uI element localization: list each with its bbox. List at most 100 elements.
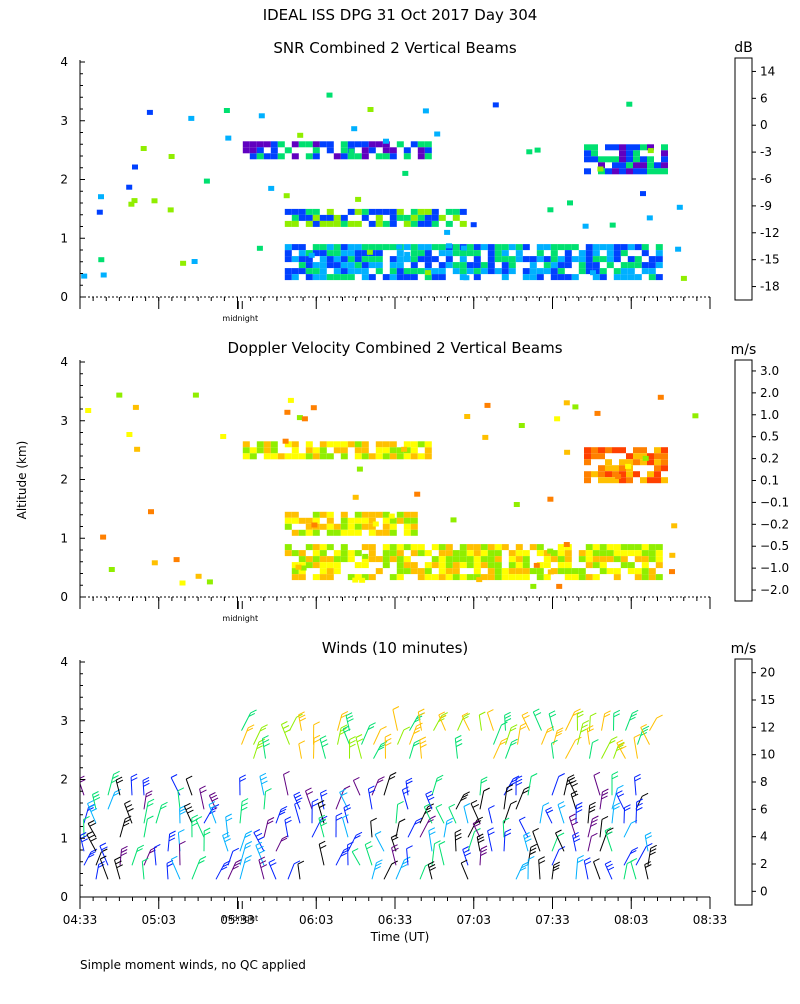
wind-barb <box>312 799 318 823</box>
heatmap-cell <box>390 147 397 153</box>
heatmap-cell <box>642 244 649 250</box>
heatmap-cell <box>306 447 313 453</box>
heatmap-cell <box>586 562 593 568</box>
heatmap-cell <box>612 144 619 150</box>
heatmap-cell <box>537 550 544 556</box>
heatmap-cell <box>474 550 481 556</box>
heatmap-cell <box>320 141 327 147</box>
heatmap-cell <box>362 554 368 559</box>
wind-barb <box>269 859 276 879</box>
heatmap-cell <box>133 405 139 410</box>
wind-barb <box>192 857 206 880</box>
heatmap-cell <box>453 568 460 574</box>
wind-barb <box>408 818 422 837</box>
panel-title: SNR Combined 2 Vertical Beams <box>273 39 516 57</box>
heatmap-cell <box>614 244 621 250</box>
heatmap-cell <box>320 441 327 447</box>
heatmap-cell <box>628 550 635 556</box>
heatmap-cell <box>299 453 306 459</box>
heatmap-cell <box>586 256 593 262</box>
heatmap-cell <box>355 441 362 447</box>
heatmap-cell <box>446 562 453 568</box>
heatmap-cell <box>174 557 180 562</box>
heatmap-cell <box>283 439 289 444</box>
heatmap-cell <box>600 256 607 262</box>
wind-barb <box>372 860 382 880</box>
heatmap-cell <box>432 544 439 550</box>
heatmap-cell <box>649 256 656 262</box>
heatmap-cell <box>633 162 640 168</box>
heatmap-cell <box>425 250 432 256</box>
heatmap-cell <box>544 556 551 562</box>
heatmap-cell <box>425 256 432 262</box>
heatmap-cell <box>313 244 320 250</box>
heatmap-cell <box>640 191 646 196</box>
heatmap-cell <box>134 447 140 452</box>
wind-barb <box>455 736 462 759</box>
heatmap-cell <box>152 560 158 565</box>
heatmap-cell <box>439 544 446 550</box>
wind-barb <box>463 847 471 866</box>
heatmap-cell <box>285 518 292 524</box>
wind-barb <box>533 828 540 851</box>
heatmap-cell <box>397 574 404 580</box>
heatmap-cell <box>299 268 306 274</box>
heatmap-cell <box>348 530 355 536</box>
heatmap-cell <box>460 562 467 568</box>
heatmap-cell <box>612 447 619 453</box>
heatmap-cell <box>439 574 446 580</box>
heatmap-cell <box>404 518 411 524</box>
heatmap-cell <box>586 556 593 562</box>
heatmap-cell <box>152 198 158 203</box>
heatmap-cell <box>299 209 306 215</box>
heatmap-cell <box>376 215 383 221</box>
heatmap-cell <box>180 261 186 266</box>
heatmap-cell <box>98 194 104 199</box>
heatmap-cell <box>376 221 383 227</box>
heatmap-cell <box>439 268 446 274</box>
heatmap-cell <box>647 471 654 477</box>
heatmap-cell <box>404 562 411 568</box>
heatmap-cell <box>649 262 656 268</box>
colorbar-label: 14 <box>760 64 775 78</box>
wind-barb <box>402 787 409 810</box>
heatmap-cell <box>320 574 327 580</box>
heatmap-cell <box>439 568 446 574</box>
heatmap-cell <box>446 250 453 256</box>
heatmap-cell <box>621 544 628 550</box>
heatmap-cell <box>654 471 661 477</box>
heatmap-cell <box>586 544 593 550</box>
wind-barb <box>552 774 565 796</box>
heatmap-cell <box>320 556 327 562</box>
heatmap-cell <box>411 262 418 268</box>
heatmap-cell <box>614 544 621 550</box>
wind-barb <box>506 739 518 758</box>
heatmap-cell <box>320 262 327 268</box>
heatmap-cell <box>341 447 348 453</box>
heatmap-cell <box>327 530 334 536</box>
heatmap-cell <box>464 414 470 419</box>
heatmap-cell <box>320 524 327 530</box>
heatmap-cell <box>446 221 453 227</box>
heatmap-cell <box>635 556 642 562</box>
heatmap-cell <box>564 542 570 547</box>
colorbar-label: −0.1 <box>760 495 789 509</box>
heatmap-cell <box>607 250 614 256</box>
heatmap-cell <box>264 453 271 459</box>
colorbar-label: -15 <box>760 253 780 267</box>
wind-barb <box>480 788 490 809</box>
heatmap-cell <box>460 574 467 580</box>
colorbar-label: −0.2 <box>760 517 789 531</box>
heatmap-cell <box>390 221 397 227</box>
heatmap-cell <box>516 562 523 568</box>
wind-barb <box>488 828 495 852</box>
wind-barb <box>396 857 410 879</box>
heatmap-cell <box>327 453 334 459</box>
heatmap-cell <box>628 274 635 280</box>
heatmap-cell <box>656 556 663 562</box>
heatmap-cell <box>383 530 390 536</box>
heatmap-cell <box>404 268 411 274</box>
heatmap-cell <box>397 562 404 568</box>
heatmap-cell <box>460 250 467 256</box>
